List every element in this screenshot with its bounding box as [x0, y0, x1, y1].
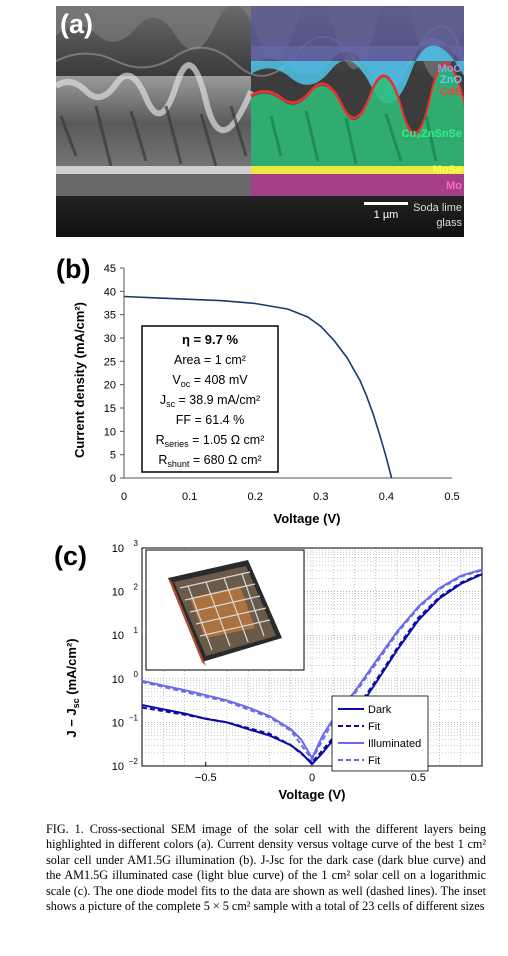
x-tick-label: −0.5	[195, 772, 217, 784]
panel-b-jv-chart: (b) 0 5 10 15 20 25 30 35 40 45 0 0.1 0.2 0.3 0.4 0.5 …	[40, 250, 480, 530]
legend: Dark Fit Illuminated Fit	[331, 695, 429, 772]
y-tick-exponent: −1	[129, 713, 139, 722]
series-line-1	[141, 572, 483, 764]
x-tick-label: 0	[121, 491, 127, 503]
efficiency-label: η = 9.7 %	[182, 332, 238, 347]
scale-bar-label: 1 µm	[374, 209, 399, 221]
figure-caption: FIG. 1. Cross-sectional SEM image of the…	[46, 822, 486, 914]
layer-label-cds: CdS	[440, 86, 462, 98]
x-tick-label: 0.5	[444, 491, 459, 503]
layer-label-glass: glass	[436, 217, 462, 229]
y-tick-label: 10	[104, 426, 116, 438]
y-tick-label: 5	[110, 450, 116, 462]
jsc-label: Jsc = 38.9 mA/cm²	[160, 393, 260, 409]
legend-entry: Dark	[368, 704, 392, 716]
sample-photo-inset	[145, 549, 305, 671]
layer-label-soda-lime: Soda lime	[413, 202, 462, 214]
legend-entry: Fit	[368, 721, 380, 733]
layer-label-czts: Cu₂ZnSnSe	[402, 128, 463, 140]
y-tick-label: 10	[112, 674, 124, 686]
area-label: Area = 1 cm²	[174, 353, 246, 367]
x-tick-label: 0.1	[182, 491, 197, 503]
y-tick-exponent: 3	[134, 539, 139, 548]
layer-label-mo: Mo	[446, 180, 462, 192]
y-tick-label: 0	[110, 473, 116, 485]
panel-c-log-chart: (c) 10 −2 10 −1 10 0 10 1 10 2 10 3 −0.5 0 0.5 Dark Fi…	[50, 538, 490, 806]
legend-entry: Illuminated	[368, 738, 421, 750]
sem-cross-section-picture: (a) MoO ZnO CdS Cu₂ZnSnSe MoSe Mo Soda l…	[54, 0, 466, 237]
layer-label-zno: ZnO	[440, 74, 462, 86]
panel-a-label: (a)	[60, 9, 93, 39]
x-tick-label: 0.2	[248, 491, 263, 503]
x-tick-label: 0.5	[411, 772, 426, 784]
y-tick-label: 10	[112, 761, 124, 773]
log-jv-svg: (c) 10 −2 10 −1 10 0 10 1 10 2 10 3 −0.5 0 0.5 Dark Fi…	[54, 539, 483, 802]
y-tick-exponent: −2	[129, 757, 139, 766]
y-tick-label: 20	[104, 380, 116, 392]
rshunt-label: Rshunt = 680 Ω cm²	[158, 453, 261, 469]
x-tick-label: 0.3	[313, 491, 328, 503]
jv-curve-line	[123, 295, 393, 479]
legend-entry: Fit	[368, 755, 380, 767]
voc-label: Voc = 408 mV	[172, 373, 248, 389]
x-tick-label: 0.4	[379, 491, 394, 503]
y-tick-label: 40	[104, 286, 116, 298]
y-tick-label: 35	[104, 310, 116, 322]
panel-a-sem-image: (a) MoO ZnO CdS Cu₂ZnSnSe MoSe Mo Soda l…	[54, 0, 466, 237]
panel-b-label: (b)	[56, 254, 90, 284]
y-axis-label: J − Jsc (mA/cm²)	[64, 638, 81, 737]
y-tick-label: 15	[104, 403, 116, 415]
series-line-3	[141, 569, 483, 762]
y-tick-label: 10	[112, 630, 124, 642]
scale-bar	[364, 202, 408, 205]
parameters-box: η = 9.7 % Area = 1 cm² Voc = 408 mV Jsc …	[141, 325, 279, 473]
layer-label-moo: MoO	[438, 63, 463, 75]
y-tick-label: 10	[112, 543, 124, 555]
fill-factor-label: FF = 61.4 %	[176, 413, 244, 427]
panel-c-label: (c)	[54, 541, 87, 571]
x-axis-label: Voltage (V)	[279, 787, 346, 802]
x-tick-label: 0	[309, 772, 315, 784]
y-tick-exponent: 2	[134, 583, 139, 592]
y-axis-label: Current density (mA/cm²)	[72, 302, 87, 458]
layer-label-mose: MoSe	[433, 164, 462, 176]
rseries-label: Rseries = 1.05 Ω cm²	[156, 433, 265, 449]
y-tick-label: 10	[112, 717, 124, 729]
x-axis-label: Voltage (V)	[274, 511, 341, 526]
y-tick-label: 10	[112, 587, 124, 599]
y-tick-exponent: 1	[134, 626, 139, 635]
y-tick-label: 45	[104, 263, 116, 275]
y-tick-label: 30	[104, 333, 116, 345]
y-tick-label: 25	[104, 356, 116, 368]
y-tick-exponent: 0	[134, 670, 139, 679]
